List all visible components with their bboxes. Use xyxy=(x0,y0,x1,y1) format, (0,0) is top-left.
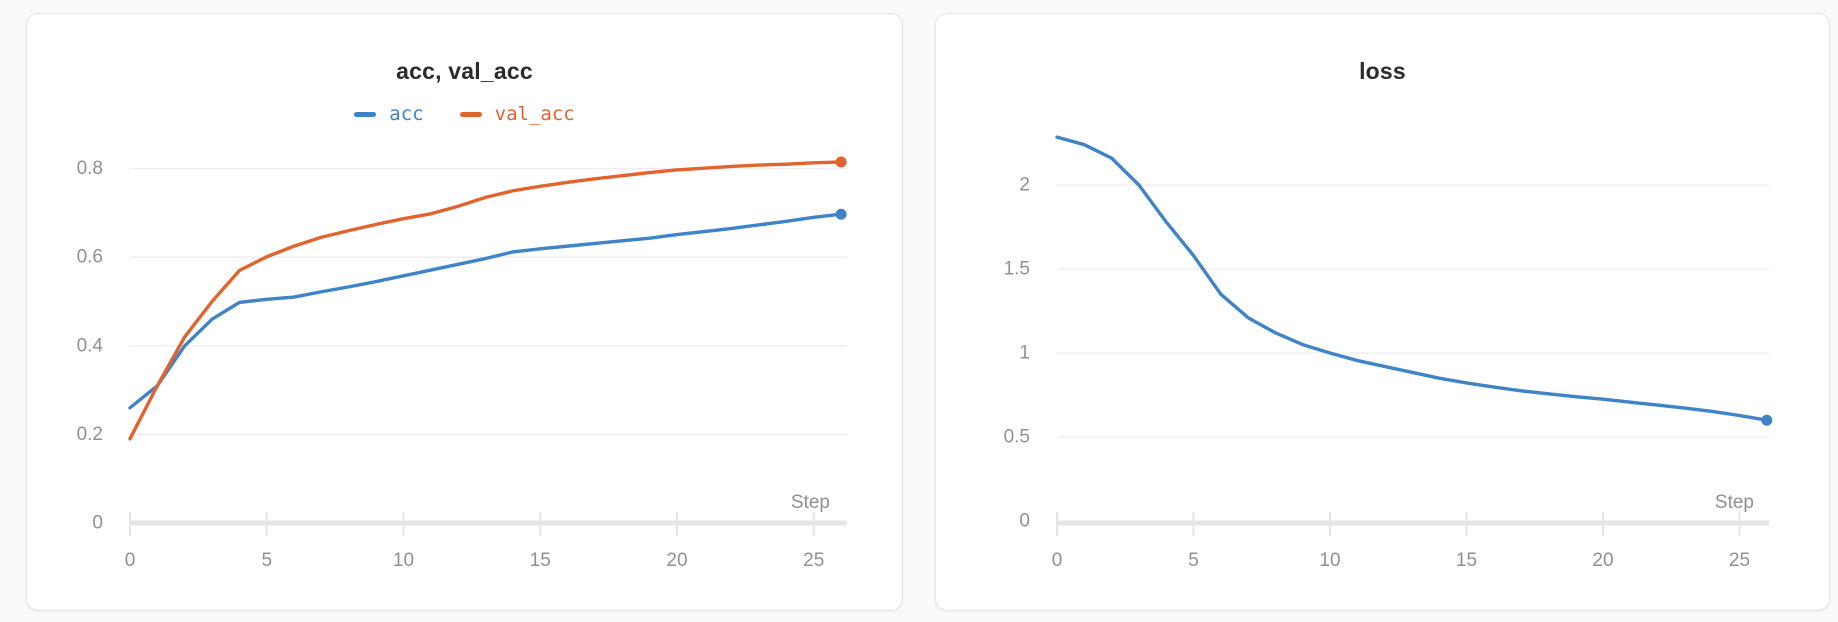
y-tick-label: 0.6 xyxy=(77,247,103,268)
x-axis-line xyxy=(1057,520,1769,526)
x-axis-title: Step xyxy=(1715,492,1754,513)
legend-label-val-acc: val_acc xyxy=(494,103,575,125)
chart-title-acc: acc, val_acc xyxy=(396,58,533,84)
endpoint-dot-acc xyxy=(835,208,847,220)
x-axis-line xyxy=(130,520,847,526)
chart-title-loss: loss xyxy=(1359,58,1406,84)
x-tick-label: 25 xyxy=(1729,550,1750,571)
legend-swatch-acc-icon xyxy=(354,111,377,117)
series-line-acc xyxy=(128,212,843,410)
acc-plot-svg[interactable]: 0.8 0.6 0.4 0.2 0 0 5 10 15 20 25 Step xyxy=(27,14,902,610)
chart-panel-acc[interactable]: 0.8 0.6 0.4 0.2 0 0 5 10 15 20 25 Step acc, val_acc… xyxy=(26,13,903,611)
endpoint-dot-loss xyxy=(1761,414,1773,426)
y-tick-label: 1.5 xyxy=(1004,259,1030,280)
y-tick-label: 1 xyxy=(1019,343,1030,364)
legend-item-val-acc: val_acc xyxy=(459,102,575,126)
y-tick-label: 0.2 xyxy=(77,424,103,445)
y-tick-label: 0.4 xyxy=(77,335,104,356)
x-tick-label: 0 xyxy=(125,550,136,571)
loss-plot-svg[interactable]: 2 1.5 1 0.5 0 0 5 10 15 20 25 Step xyxy=(936,14,1829,610)
x-tick-label: 10 xyxy=(393,550,414,571)
x-tick-label: 0 xyxy=(1052,550,1063,571)
y-tick-label: 0.8 xyxy=(77,158,103,179)
y-tick-label: 0 xyxy=(1019,511,1030,532)
y-tick-label: 0 xyxy=(92,513,103,534)
x-tick-label: 20 xyxy=(666,550,687,571)
y-tick-label: 2 xyxy=(1019,175,1030,196)
chart-panel-loss[interactable]: 2 1.5 1 0.5 0 0 5 10 15 20 25 Step loss xyxy=(935,13,1830,611)
series-line-val_acc xyxy=(128,160,843,441)
x-tick-label: 25 xyxy=(803,550,824,571)
x-tick-label: 15 xyxy=(1456,550,1477,571)
legend: acc val_acc xyxy=(27,102,902,126)
x-tick-label: 5 xyxy=(261,550,272,571)
legend-label-acc: acc xyxy=(389,103,424,125)
x-axis-title: Step xyxy=(791,492,830,513)
x-tick-label: 5 xyxy=(1188,550,1199,571)
legend-item-acc: acc xyxy=(354,102,424,126)
series-line-loss xyxy=(1055,135,1769,422)
legend-swatch-val-acc-icon xyxy=(459,111,482,117)
y-tick-label: 0.5 xyxy=(1004,427,1030,448)
x-tick-label: 15 xyxy=(530,550,551,571)
x-tick-label: 20 xyxy=(1592,550,1613,571)
endpoint-dot-val_acc xyxy=(835,156,847,168)
x-tick-label: 10 xyxy=(1319,550,1340,571)
